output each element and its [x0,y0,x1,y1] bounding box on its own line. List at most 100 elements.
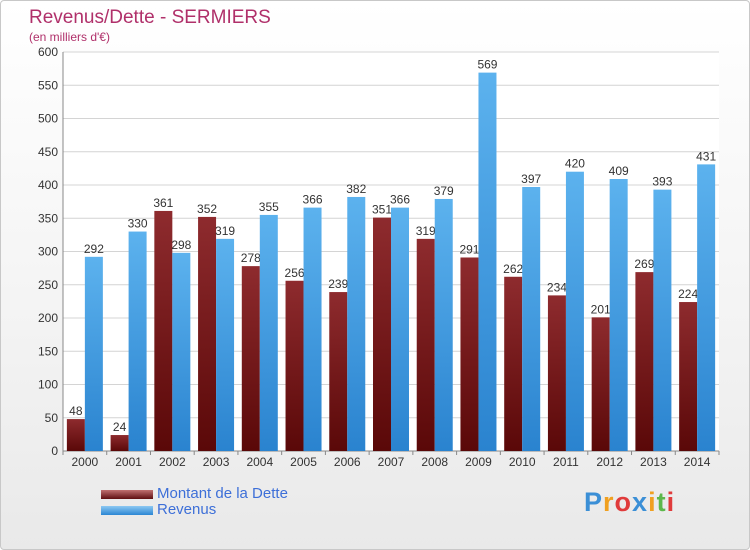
bar-debt [110,435,129,451]
legend-label-debt: Montant de la Dette [157,485,288,502]
bar-debt [460,257,479,451]
x-tick-label: 2014 [684,455,711,469]
data-label-debt: 291 [459,242,479,256]
bar-revenue [347,196,366,451]
bar-revenue [697,164,716,451]
data-label-debt: 224 [678,287,698,301]
x-tick-label: 2000 [72,455,99,469]
data-label-debt: 319 [416,224,436,238]
bar-debt [198,216,217,451]
legend-label-revenue: Revenus [157,501,217,518]
bar-revenue [303,207,322,451]
y-tick-label: 350 [38,211,58,225]
data-label-debt: 278 [241,251,261,265]
proxiti-logo: Proxiti [584,487,675,518]
y-tick-label: 250 [38,278,58,292]
y-tick-label: 100 [38,378,58,392]
data-label-debt: 351 [372,203,392,217]
data-label-debt: 352 [197,202,217,216]
x-tick-label: 2007 [378,455,405,469]
data-label-revenue: 382 [346,182,366,196]
logo-letter: r [603,487,615,517]
bar-debt [66,419,85,451]
logo-letter: o [614,487,633,517]
x-tick-label: 2005 [290,455,317,469]
data-label-debt: 48 [69,404,83,418]
y-tick-label: 400 [38,178,58,192]
x-tick-label: 2013 [640,455,667,469]
bar-revenue [216,238,235,451]
data-label-revenue: 366 [390,193,410,207]
data-label-debt: 234 [547,280,567,294]
data-label-debt: 262 [503,262,523,276]
x-tick-label: 2001 [115,455,142,469]
data-label-debt: 239 [328,277,348,291]
legend-swatch-revenue [101,506,153,515]
y-tick-label: 600 [38,45,58,59]
data-label-revenue: 298 [171,238,191,252]
chart-subtitle: (en milliers d'€) [29,30,110,44]
bar-revenue [259,214,278,451]
logo-letter: x [632,487,649,517]
data-label-revenue: 292 [84,242,104,256]
bar-revenue [434,198,453,451]
data-label-debt: 269 [634,257,654,271]
x-tick-label: 2004 [246,455,273,469]
data-label-revenue: 420 [565,157,585,171]
chart-title: Revenus/Dette - SERMIERS [29,7,271,28]
x-tick-label: 2003 [203,455,230,469]
data-label-revenue: 409 [609,164,629,178]
logo-letter: i [648,487,657,517]
y-tick-label: 500 [38,112,58,126]
y-tick-label: 200 [38,311,58,325]
bar-revenue [172,252,191,451]
x-tick-label: 2006 [334,455,361,469]
y-tick-label: 50 [45,411,59,425]
y-tick-label: 150 [38,344,58,358]
legend-swatch-debt [101,490,153,499]
data-label-revenue: 355 [259,200,279,214]
bar-revenue [522,186,541,451]
y-tick-label: 550 [38,78,58,92]
data-label-revenue: 319 [215,224,235,238]
data-label-debt: 256 [285,266,305,280]
y-tick-label: 0 [51,444,58,458]
data-label-revenue: 393 [652,175,672,189]
bar-revenue [653,189,672,451]
bar-debt [635,272,654,451]
y-tick-label: 300 [38,245,58,259]
data-label-revenue: 569 [477,58,497,72]
bar-revenue [84,256,103,451]
y-tick-label: 450 [38,145,58,159]
data-label-revenue: 431 [696,149,716,163]
data-label-revenue: 379 [434,184,454,198]
logo-letter: P [584,487,604,517]
x-tick-label: 2012 [596,455,623,469]
bar-debt [591,317,610,451]
data-label-debt: 201 [591,302,611,316]
data-label-revenue: 366 [303,193,323,207]
x-tick-label: 2009 [465,455,492,469]
bar-revenue [478,72,497,452]
bar-debt [504,276,523,451]
data-label-debt: 24 [113,420,127,434]
x-tick-label: 2011 [553,455,579,469]
bar-revenue [391,207,409,451]
bar-debt [679,302,698,451]
bar-debt [547,295,566,451]
x-tick-label: 2010 [509,455,536,469]
bar-debt [329,292,348,451]
bar-revenue [609,179,628,451]
data-label-revenue: 330 [128,217,148,231]
bar-revenue [128,231,147,451]
bar-debt [241,266,260,451]
bar-debt [416,238,435,451]
bar-debt [285,280,304,451]
bar-debt [154,210,173,451]
bar-revenue [565,171,584,451]
logo-letter: i [666,487,676,517]
x-tick-label: 2002 [159,455,186,469]
data-label-revenue: 397 [521,172,541,186]
